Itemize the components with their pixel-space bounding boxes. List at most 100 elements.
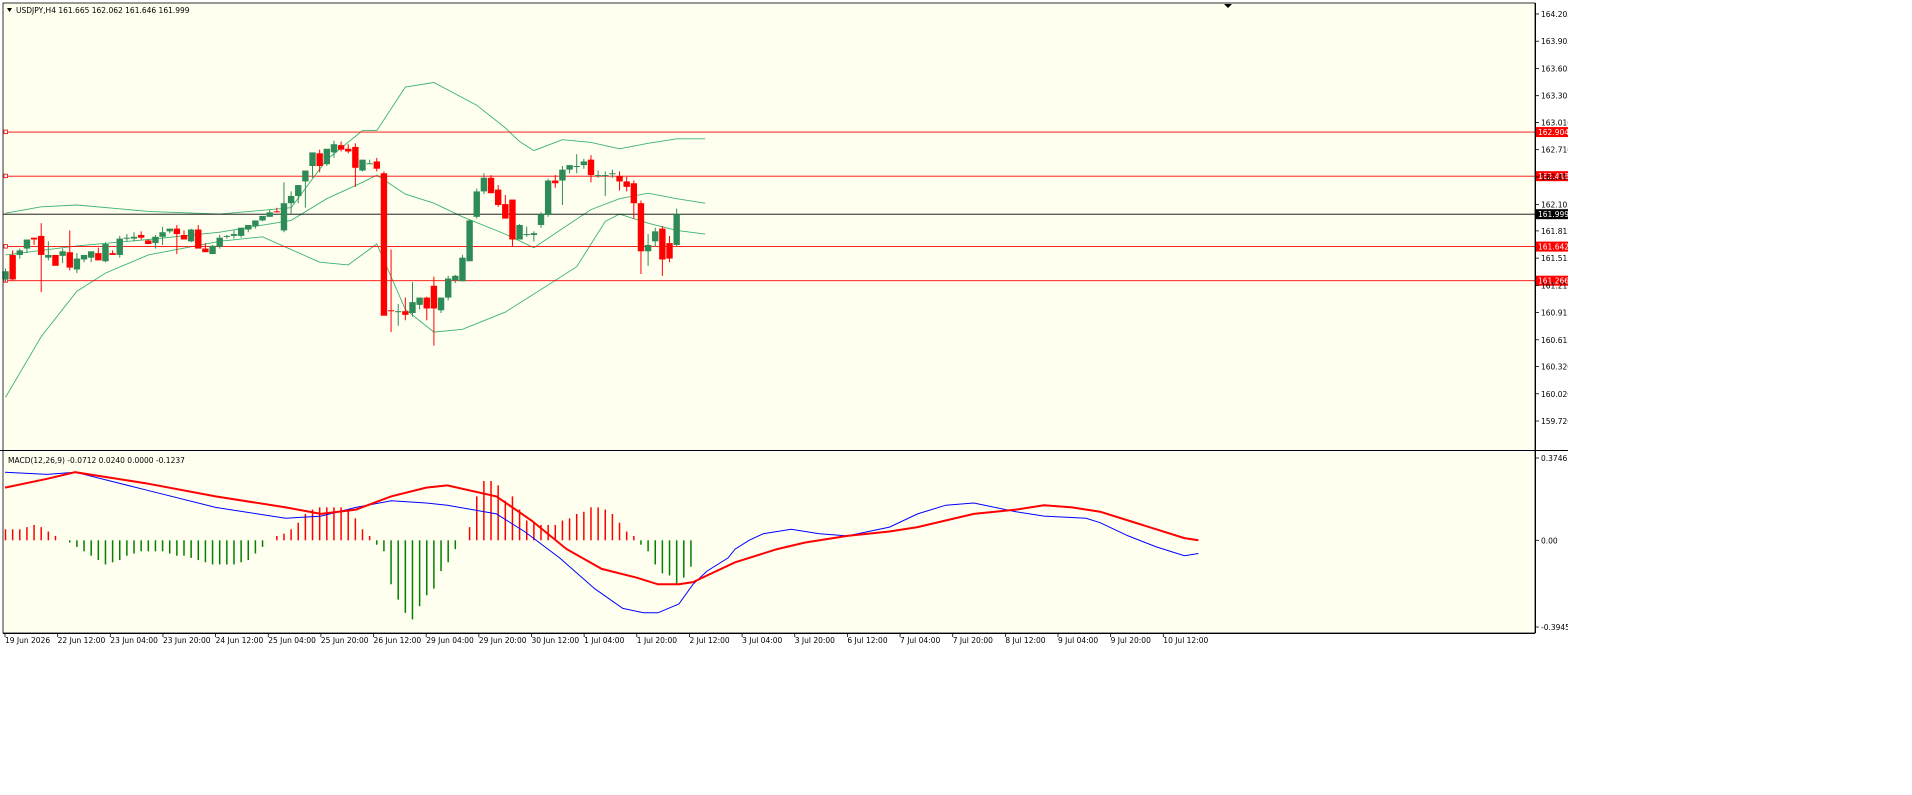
candle-body bbox=[73, 258, 81, 270]
candle-body bbox=[637, 203, 645, 252]
chart-shift-marker-icon[interactable] bbox=[1224, 4, 1232, 8]
candle-body bbox=[45, 254, 52, 258]
time-axis-label: 23 Jun 04:00 bbox=[110, 636, 158, 645]
candle-body bbox=[430, 285, 438, 309]
candle-body bbox=[209, 245, 216, 255]
candle-body bbox=[109, 253, 116, 255]
candle-body bbox=[423, 297, 430, 309]
price-axis-label: 160.615 bbox=[1541, 336, 1568, 345]
time-axis-label: 25 Jun 04:00 bbox=[268, 636, 316, 645]
candle-body bbox=[416, 297, 423, 305]
candle-body bbox=[252, 220, 259, 226]
candle-body bbox=[23, 239, 31, 249]
candle-body bbox=[466, 220, 473, 262]
level-price-tag bbox=[1536, 171, 1568, 182]
candle-body bbox=[673, 214, 680, 245]
chart-frame bbox=[2, 2, 1536, 634]
time-axis-label: 7 Jul 04:00 bbox=[900, 636, 940, 645]
candle-body bbox=[473, 191, 480, 217]
price-axis-label: 163.010 bbox=[1541, 118, 1568, 127]
price-axis-label: 162.410 bbox=[1541, 173, 1568, 182]
candle-body bbox=[180, 234, 188, 240]
level-price-tag bbox=[1536, 241, 1568, 252]
time-axis-label: 9 Jul 20:00 bbox=[1111, 636, 1151, 645]
level-anchor bbox=[3, 244, 8, 249]
price-pane[interactable] bbox=[3, 3, 1535, 449]
candle-body bbox=[102, 244, 109, 262]
candle-body bbox=[616, 175, 623, 182]
price-plot bbox=[2, 82, 1535, 398]
price-axis-label: 160.020 bbox=[1541, 390, 1568, 399]
time-axis-label: 25 Jun 20:00 bbox=[321, 636, 369, 645]
candle-body bbox=[530, 233, 538, 235]
candle-body bbox=[494, 189, 502, 206]
candle-body bbox=[38, 235, 45, 255]
macd-axis-label: -0.3945 bbox=[1541, 623, 1568, 632]
macd-pane[interactable] bbox=[3, 452, 1535, 632]
candle-body bbox=[95, 253, 102, 261]
candle-body bbox=[309, 152, 316, 167]
candle-body bbox=[130, 236, 138, 239]
mt4-chart-window[interactable]: 162.904 162.418 161.642 161.266 161.999 164.2… bbox=[0, 0, 1572, 652]
candle-body bbox=[287, 195, 295, 204]
price-axis-label: 160.915 bbox=[1541, 309, 1568, 318]
time-axis-label: 9 Jul 04:00 bbox=[1058, 636, 1098, 645]
level-price-label: 161.266 bbox=[1538, 277, 1568, 286]
time-axis-label: 24 Jun 12:00 bbox=[216, 636, 264, 645]
candle-body bbox=[187, 229, 195, 242]
level-price-label: 162.418 bbox=[1538, 172, 1568, 181]
candle-body bbox=[502, 204, 509, 219]
candle-body bbox=[387, 310, 395, 312]
price-axis-label: 162.710 bbox=[1541, 146, 1568, 155]
candle-body bbox=[202, 248, 209, 253]
candle-body bbox=[159, 232, 166, 237]
candle-body bbox=[2, 271, 9, 280]
candle-body bbox=[566, 165, 573, 170]
candle-body bbox=[237, 227, 245, 236]
candle-body bbox=[373, 161, 380, 169]
price-axis-label: 159.720 bbox=[1541, 417, 1568, 426]
chart-canvas[interactable]: 162.904 162.418 161.642 161.266 161.999 164.2… bbox=[0, 0, 1572, 652]
candle-body bbox=[245, 224, 252, 230]
candle-body bbox=[480, 177, 488, 192]
current-price-label: 161.999 bbox=[1538, 210, 1568, 219]
candle-body bbox=[216, 237, 223, 247]
candle-body bbox=[459, 257, 466, 282]
candle-body bbox=[594, 175, 602, 177]
candle-body bbox=[80, 254, 88, 260]
candle-body bbox=[273, 211, 281, 213]
candle-body bbox=[52, 254, 59, 266]
candle-body bbox=[609, 173, 616, 175]
time-axis-label: 3 Jul 04:00 bbox=[742, 636, 782, 645]
symbol-info-label: USDJPY,H4 161.665 162.062 161.646 161.99… bbox=[16, 6, 190, 15]
candle-body bbox=[359, 159, 366, 171]
candle-body bbox=[437, 297, 445, 311]
price-axis-label: 164.205 bbox=[1541, 10, 1568, 19]
candle-body bbox=[30, 237, 38, 240]
candle-body bbox=[452, 275, 459, 281]
macd-axis-label: 0.00 bbox=[1541, 536, 1558, 545]
candle-body bbox=[630, 183, 638, 204]
candle-body bbox=[302, 170, 309, 182]
candle-body bbox=[580, 161, 588, 166]
time-axis-label: 6 Jul 12:00 bbox=[847, 636, 887, 645]
level-price-label: 162.904 bbox=[1538, 128, 1568, 137]
candle-body bbox=[323, 148, 330, 165]
candle-body bbox=[295, 185, 302, 196]
candle-body bbox=[316, 153, 323, 167]
candle-body bbox=[602, 175, 609, 177]
level-price-tag bbox=[1536, 127, 1568, 138]
time-axis-label: 3 Jul 20:00 bbox=[795, 636, 835, 645]
candle-body bbox=[330, 144, 338, 153]
time-axis-label: 19 Jun 2026 bbox=[5, 636, 50, 645]
chart-menu-triangle-icon[interactable] bbox=[7, 8, 12, 12]
time-axis-label: 2 Jul 12:00 bbox=[689, 636, 729, 645]
time-axis-label: 23 Jun 20:00 bbox=[163, 636, 211, 645]
current-price-tag bbox=[1536, 209, 1568, 220]
candle-body bbox=[559, 169, 566, 181]
price-axis-label: 163.905 bbox=[1541, 37, 1568, 46]
level-anchor bbox=[3, 173, 8, 179]
bollinger-middle bbox=[5, 174, 706, 256]
candle-body bbox=[666, 243, 673, 259]
candle-body bbox=[402, 311, 409, 315]
